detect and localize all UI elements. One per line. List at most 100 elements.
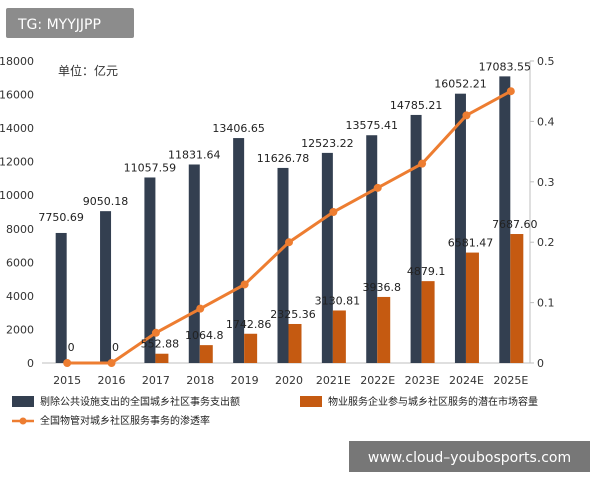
y-left-tick-label-3: 6000: [6, 256, 34, 269]
rate-point-2025E: [506, 87, 515, 96]
bar-market-label-2020: 2325.36: [270, 308, 316, 321]
bar-market-label-2015: 0: [68, 341, 75, 354]
bar-total-label-2016: 9050.18: [83, 195, 129, 208]
legend-marker-bar-total: [12, 396, 34, 407]
bar-total-2020: [277, 167, 289, 363]
rate-point-2019: [240, 280, 249, 289]
top-tag: TG: MYYJJPP: [6, 8, 134, 38]
bar-market-2020: [288, 323, 302, 363]
top-tag-background: [6, 8, 134, 38]
y-left-tick-label-1: 2000: [6, 323, 34, 336]
rate-point-2024E: [462, 111, 471, 120]
y-left-tick-label-8: 16000: [0, 89, 34, 102]
legend-text-bar-total: 剔除公共设施支出的全国城乡社区事务支出额: [40, 395, 240, 408]
line-layer: [63, 87, 515, 367]
y-right-tick-label-3: 0.3: [537, 176, 555, 189]
x-tick-label-7: 2022E: [360, 374, 395, 387]
bar-market-2021E: [332, 310, 346, 363]
y-left-tick-label-9: 18000: [0, 55, 34, 68]
bottom-url-text: www.cloud–youbosports.com: [368, 450, 571, 466]
rate-point-2017: [151, 328, 160, 337]
y-left-tick-label-6: 12000: [0, 156, 34, 169]
top-tag-text: TG: MYYJJPP: [17, 17, 101, 33]
bar-total-label-2024E: 16052.21: [434, 78, 487, 91]
bar-market-2024E: [465, 252, 479, 363]
y-left-tick-label-5: 10000: [0, 189, 34, 202]
bar-total-label-2025E: 17083.55: [479, 60, 532, 73]
bar-market-label-2017: 552.88: [141, 338, 180, 351]
y-right-tick-label-1: 0.1: [537, 297, 555, 310]
y-right-tick-label-5: 0.5: [537, 55, 555, 68]
bar-total-2022E: [366, 135, 378, 363]
bar-market-label-2021E: 3130.81: [315, 294, 361, 307]
x-tick-label-8: 2023E: [405, 374, 440, 387]
bar-market-label-2022E: 3936.8: [362, 281, 401, 294]
legend-marker-bar-market: [300, 396, 322, 407]
bottom-url-background: [349, 441, 590, 472]
bar-total-label-2020: 11626.78: [257, 152, 310, 165]
rate-point-2022E: [373, 183, 382, 192]
bar-market-2022E: [377, 296, 391, 363]
legend-marker-line-point: [19, 417, 27, 425]
bar-market-label-2025E: 7687.60: [492, 218, 538, 231]
x-tick-label-3: 2018: [186, 374, 214, 387]
bar-market-2025E: [510, 234, 524, 363]
rate-point-2020: [285, 238, 293, 247]
bottom-url-badge: www.cloud–youbosports.com: [349, 441, 590, 472]
bars-layer: [55, 76, 524, 364]
bar-total-label-2019: 13406.65: [212, 122, 265, 135]
x-tick-label-6: 2021E: [316, 374, 351, 387]
bar-total-2017: [144, 177, 156, 363]
x-tick-label-10: 2025E: [493, 374, 528, 387]
legend: 剔除公共设施支出的全国城乡社区事务支出额 物业服务企业参与城乡社区服务的潜在市场…: [12, 395, 538, 427]
bar-total-2019: [233, 138, 245, 363]
y-right-tick-label-0: 0: [537, 357, 544, 370]
y-right-tick-label-4: 0.4: [537, 115, 555, 128]
bar-total-2023E: [410, 114, 422, 363]
bar-market-label-2018: 1064.8: [185, 329, 224, 342]
bar-total-label-2017: 11057.59: [124, 161, 177, 174]
y-left-tick-label-4: 8000: [6, 223, 34, 236]
unit-label: 单位：亿元: [58, 63, 118, 78]
bar-market-2017: [155, 353, 169, 363]
rate-point-2018: [196, 304, 205, 313]
bar-total-2015: [55, 232, 67, 363]
rate-point-2021E: [329, 208, 338, 216]
bar-total-label-2015: 7750.69: [38, 211, 84, 224]
y-left-tick-label-0: 0: [27, 357, 34, 370]
x-tick-label-0: 2015: [53, 374, 81, 387]
legend-text-bar-market: 物业服务企业参与城乡社区服务的潜在市场容量: [328, 395, 538, 408]
bar-total-2021E: [321, 152, 333, 363]
bar-total-2024E: [454, 93, 466, 363]
bar-total-label-2021E: 12523.22: [301, 137, 354, 150]
x-tick-label-9: 2024E: [449, 374, 484, 387]
bar-market-label-2019: 1742.86: [226, 318, 272, 331]
bar-total-label-2018: 11831.64: [168, 148, 221, 161]
bar-market-label-2023E: 4879.1: [407, 265, 446, 278]
axes-layer: 0 2000 4000 6000 8000 10000 12000 14000 16000 180…: [0, 55, 555, 387]
bar-market-label-2024E: 6581.47: [448, 237, 494, 250]
x-tick-label-2: 2017: [142, 374, 170, 387]
bar-total-2025E: [499, 76, 511, 364]
y-left-tick-label-7: 14000: [0, 122, 34, 135]
legend-text-line: 全国物管对城乡社区服务事务的渗透率: [40, 414, 210, 427]
bar-total-2018: [188, 164, 200, 363]
x-tick-label-1: 2016: [98, 374, 126, 387]
y-right-tick-label-2: 0.2: [537, 236, 555, 249]
x-tick-label-5: 2020: [275, 374, 303, 387]
rate-point-2015: [63, 359, 72, 367]
rate-point-2023E: [418, 159, 427, 168]
bar-total-label-2022E: 13575.41: [345, 119, 398, 132]
x-tick-label-4: 2019: [231, 374, 259, 387]
y-left-tick-label-2: 4000: [6, 290, 34, 303]
bar-market-2023E: [421, 281, 435, 363]
bar-total-label-2023E: 14785.21: [390, 99, 443, 112]
bar-total-2016: [100, 211, 112, 363]
bar-market-label-2016: 0: [112, 341, 119, 354]
rate-point-2016: [107, 359, 116, 367]
bar-market-2019: [244, 333, 258, 363]
bar-market-2018: [199, 345, 213, 363]
